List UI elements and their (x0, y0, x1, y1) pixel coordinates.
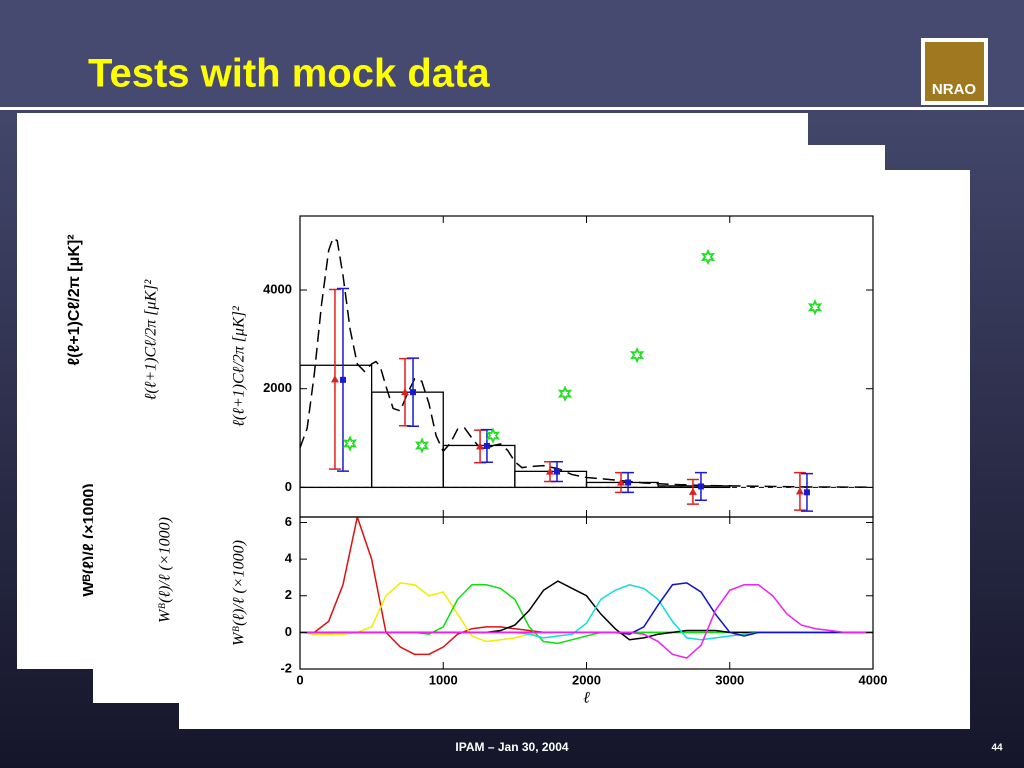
logo-text: NRAO (932, 81, 976, 98)
data-point (625, 479, 632, 486)
footer: IPAM – Jan 30, 2004 (455, 740, 569, 754)
data-point (476, 442, 485, 450)
data-point (545, 467, 554, 475)
x-tick-label: 3000 (715, 672, 744, 687)
logo (925, 42, 984, 101)
data-point (795, 487, 804, 495)
page-number: 44 (991, 743, 1003, 754)
y-axis-label: Wᴮ(ℓ)/ℓ (×1000) (231, 540, 248, 646)
data-point (414, 437, 430, 454)
data-point (688, 487, 697, 495)
x-tick-label: 4000 (859, 672, 888, 687)
y-tick-label: 0 (285, 624, 292, 639)
window-function (300, 584, 873, 659)
data-point (807, 299, 823, 316)
slide-title: Tests with mock data (88, 52, 490, 96)
chart-panel (179, 170, 970, 729)
data-point (557, 385, 573, 402)
backdrop-layer: ℓ(ℓ+1)Cℓ/2π [μK]² Wᴮ(ℓ)/ℓ (×1000) (143, 279, 174, 623)
data-point (342, 435, 358, 452)
band-power (370, 391, 444, 489)
data-point (700, 248, 716, 266)
backdrop-y-label: ℓ(ℓ+1)Cℓ/2π [μK]² (66, 234, 83, 365)
backdrop-y-label: ℓ(ℓ+1)Cℓ/2π [μK]² (143, 279, 160, 401)
y-tick-label: 4000 (263, 281, 292, 296)
data-point (485, 427, 501, 444)
title-bar (0, 0, 1024, 107)
y-tick-label: 2000 (263, 380, 292, 395)
plot-content (300, 517, 873, 659)
theory-curve (300, 237, 873, 488)
x-tick-label: 0 (296, 672, 303, 687)
x-tick-label: 1000 (429, 672, 458, 687)
y-tick-label: -2 (280, 660, 292, 675)
data-point (339, 376, 346, 383)
backdrop-y-label: Wᴮ(ℓ)/ℓ (×1000) (157, 517, 174, 623)
data-point (553, 468, 560, 475)
y-axis-label: ℓ(ℓ+1)Cℓ/2π [μK]² (231, 305, 248, 427)
plot: 0 2000 4000 ℓ(ℓ+1)Cℓ/2π [μK]² 0 1000 2000 3000 4… (231, 215, 888, 707)
y-tick-label: 2 (285, 587, 292, 602)
data-point (617, 478, 626, 486)
y-tick-label: 0 (285, 479, 292, 494)
x-tick-label: 2000 (572, 672, 601, 687)
data-point (410, 389, 417, 396)
data-point (697, 483, 704, 490)
data-point (629, 346, 645, 364)
data-point (330, 375, 339, 383)
x-axis-label: ℓ (583, 690, 590, 707)
y-tick-label: 4 (285, 551, 293, 566)
data-point (803, 489, 810, 496)
y-tick-label: 6 (285, 514, 292, 529)
data-point (401, 388, 410, 396)
data-point (483, 442, 490, 449)
title-rule (0, 107, 1024, 110)
